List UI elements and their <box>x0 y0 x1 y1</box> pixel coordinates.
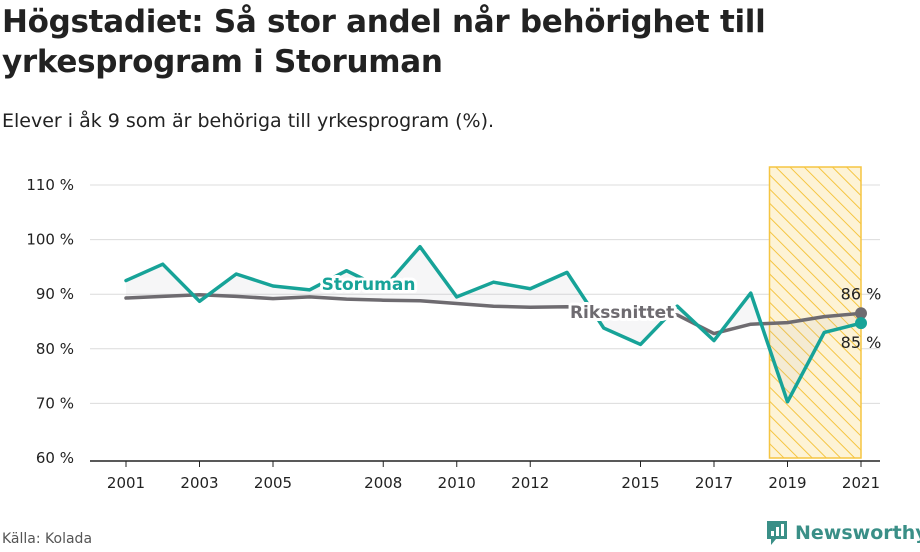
source-note: Källa: Kolada <box>2 531 93 547</box>
y-tick-label: 110 % <box>26 176 74 194</box>
rikssnittet-end-label: 86 % <box>841 284 882 303</box>
x-tick-label: 2012 <box>511 474 549 492</box>
x-tick-label: 2015 <box>621 474 659 492</box>
y-tick-label: 60 % <box>36 449 74 467</box>
x-tick-label: 2019 <box>768 474 806 492</box>
rikssnittet-series-label: Rikssnittet <box>570 303 674 323</box>
storuman-series-label: Storuman <box>322 275 416 295</box>
y-tick-label: 70 % <box>36 394 74 412</box>
rikssnittet-line <box>124 292 863 336</box>
x-tick-label: 2021 <box>842 474 880 492</box>
x-tick-label: 2008 <box>364 474 402 492</box>
brand-name: Newsworthy <box>795 522 920 544</box>
y-tick-label: 100 % <box>26 231 74 249</box>
brand-logo: Newsworthy <box>765 519 920 547</box>
chart-subtitle: Elever i åk 9 som är behöriga till yrkes… <box>2 110 495 132</box>
highlight-period <box>768 166 862 459</box>
storuman-line <box>124 244 863 404</box>
x-tick-label: 2010 <box>438 474 476 492</box>
storuman-end-label: 85 % <box>841 333 882 352</box>
chart-title: Högstadiet: Så stor andel når behörighet… <box>2 4 766 80</box>
x-tick-label: 2003 <box>180 474 218 492</box>
x-tick-label: 2001 <box>107 474 145 492</box>
x-tick-label: 2017 <box>695 474 733 492</box>
newsworthy-logo-icon <box>767 521 787 545</box>
x-tick-label: 2005 <box>254 474 292 492</box>
y-tick-label: 90 % <box>36 285 74 303</box>
storuman-end-point <box>855 317 867 330</box>
difference-area <box>126 246 861 402</box>
y-tick-label: 80 % <box>36 340 74 358</box>
rikssnittet-end-point <box>855 307 867 320</box>
